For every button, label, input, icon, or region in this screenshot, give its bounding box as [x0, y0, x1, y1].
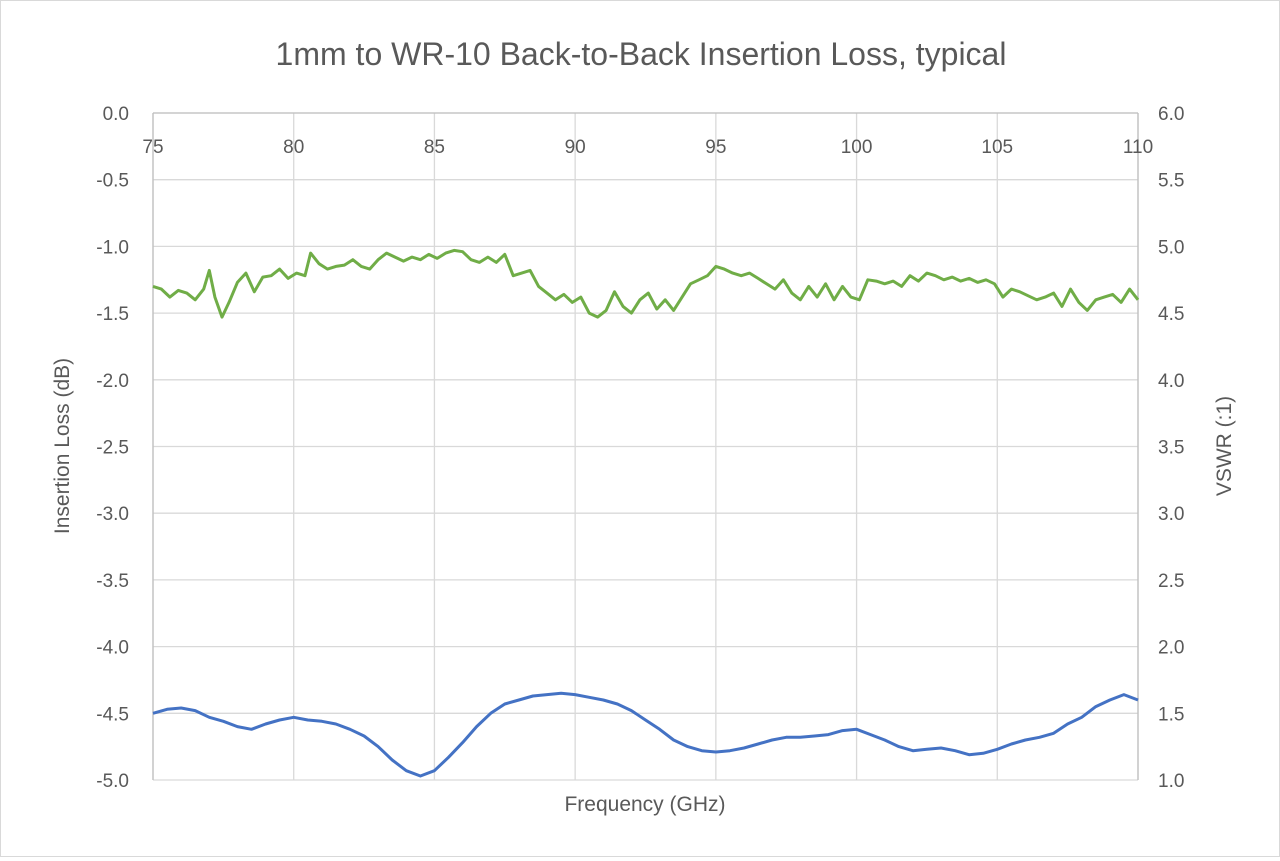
- y2-tick-label: 4.5: [1158, 304, 1184, 325]
- y2-axis-title: VSWR (:1): [1213, 396, 1236, 496]
- series-layer: [152, 248, 1140, 778]
- x-tick-label: 85: [424, 137, 445, 158]
- y-tick-label: -1.0: [96, 237, 129, 258]
- y-tick-label: -2.0: [96, 371, 129, 392]
- y-tick-label: -4.5: [96, 704, 129, 725]
- tick-labels: 0.0 -0.5 -1.0 -1.5 -2.0 -2.5 -3.0 -3.5 -4.0 -4.5 -…: [96, 104, 1184, 792]
- y2-tick-label: 1.5: [1158, 704, 1184, 725]
- x-tick-label: 110: [1123, 137, 1153, 158]
- y2-tick-label: 3.5: [1158, 438, 1184, 459]
- y-tick-label: 0.0: [103, 104, 129, 125]
- y2-tick-label: 5.5: [1158, 171, 1184, 192]
- y2-tick-label: 6.0: [1158, 104, 1184, 125]
- y-tick-label: -3.0: [96, 504, 129, 525]
- insertion-loss-series-line: [152, 691, 1139, 778]
- y-tick-label: -3.5: [96, 571, 129, 592]
- x-tick-label: 75: [142, 137, 163, 158]
- y-axis-title: Insertion Loss (dB): [51, 358, 74, 534]
- y-tick-label: -2.5: [96, 438, 129, 459]
- x-tick-label: 80: [283, 137, 304, 158]
- x-tick-label: 95: [705, 137, 726, 158]
- vswr-series-line: [152, 248, 1140, 319]
- y-tick-label: -1.5: [96, 304, 129, 325]
- x-axis-title: Frequency (GHz): [564, 793, 725, 816]
- grid: [152, 112, 1139, 781]
- y-tick-label: -5.0: [96, 771, 129, 792]
- y2-tick-label: 2.0: [1158, 638, 1184, 659]
- x-tick-label: 105: [981, 137, 1013, 158]
- y2-tick-label: 5.0: [1158, 237, 1184, 258]
- y2-tick-label: 4.0: [1158, 371, 1184, 392]
- y-tick-label: -0.5: [96, 171, 129, 192]
- y-tick-label: -4.0: [96, 638, 129, 659]
- y2-tick-label: 1.0: [1158, 771, 1184, 792]
- x-tick-label: 90: [565, 137, 586, 158]
- y2-tick-label: 2.5: [1158, 571, 1184, 592]
- x-tick-label: 100: [841, 137, 873, 158]
- chart-title: 1mm to WR-10 Back-to-Back Insertion Loss…: [276, 36, 1007, 72]
- y2-tick-label: 3.0: [1158, 504, 1184, 525]
